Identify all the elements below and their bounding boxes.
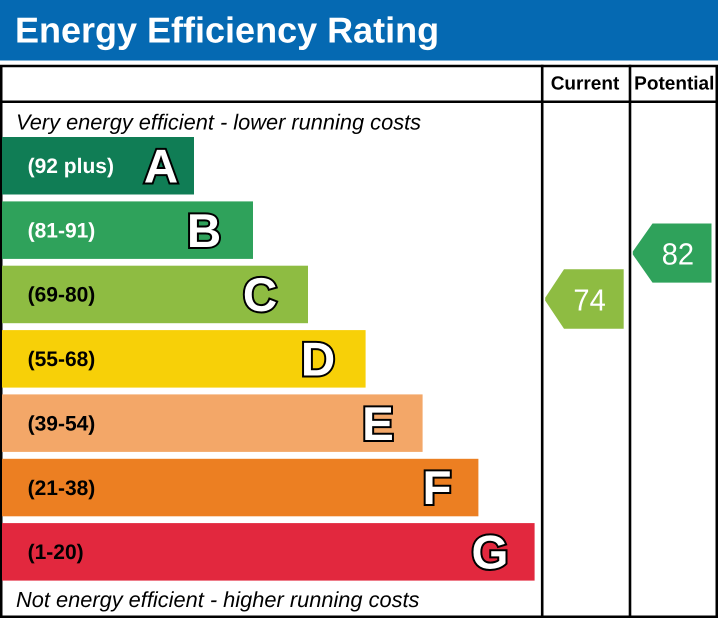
svg-text:Current: Current <box>551 74 620 95</box>
svg-text:F: F <box>422 462 451 515</box>
svg-text:(92 plus): (92 plus) <box>28 155 114 178</box>
svg-text:Not energy efficient - higher: Not energy efficient - higher running co… <box>16 587 420 612</box>
svg-text:D: D <box>301 334 335 387</box>
svg-text:(81-91): (81-91) <box>28 219 96 242</box>
svg-text:C: C <box>243 269 277 322</box>
svg-text:(55-68): (55-68) <box>28 348 96 371</box>
svg-text:74: 74 <box>573 283 605 317</box>
svg-text:Potential: Potential <box>634 74 714 95</box>
svg-text:(21-38): (21-38) <box>28 477 96 500</box>
svg-text:82: 82 <box>662 238 694 272</box>
svg-text:(39-54): (39-54) <box>28 412 96 435</box>
svg-text:(1-20): (1-20) <box>28 541 84 564</box>
svg-text:G: G <box>472 527 509 580</box>
svg-text:Energy Efficiency Rating: Energy Efficiency Rating <box>15 10 439 51</box>
svg-text:E: E <box>362 398 394 451</box>
svg-text:Very energy efficient - lower: Very energy efficient - lower running co… <box>16 110 421 135</box>
svg-text:A: A <box>144 140 178 193</box>
svg-text:(69-80): (69-80) <box>28 284 96 307</box>
svg-text:B: B <box>187 205 221 258</box>
